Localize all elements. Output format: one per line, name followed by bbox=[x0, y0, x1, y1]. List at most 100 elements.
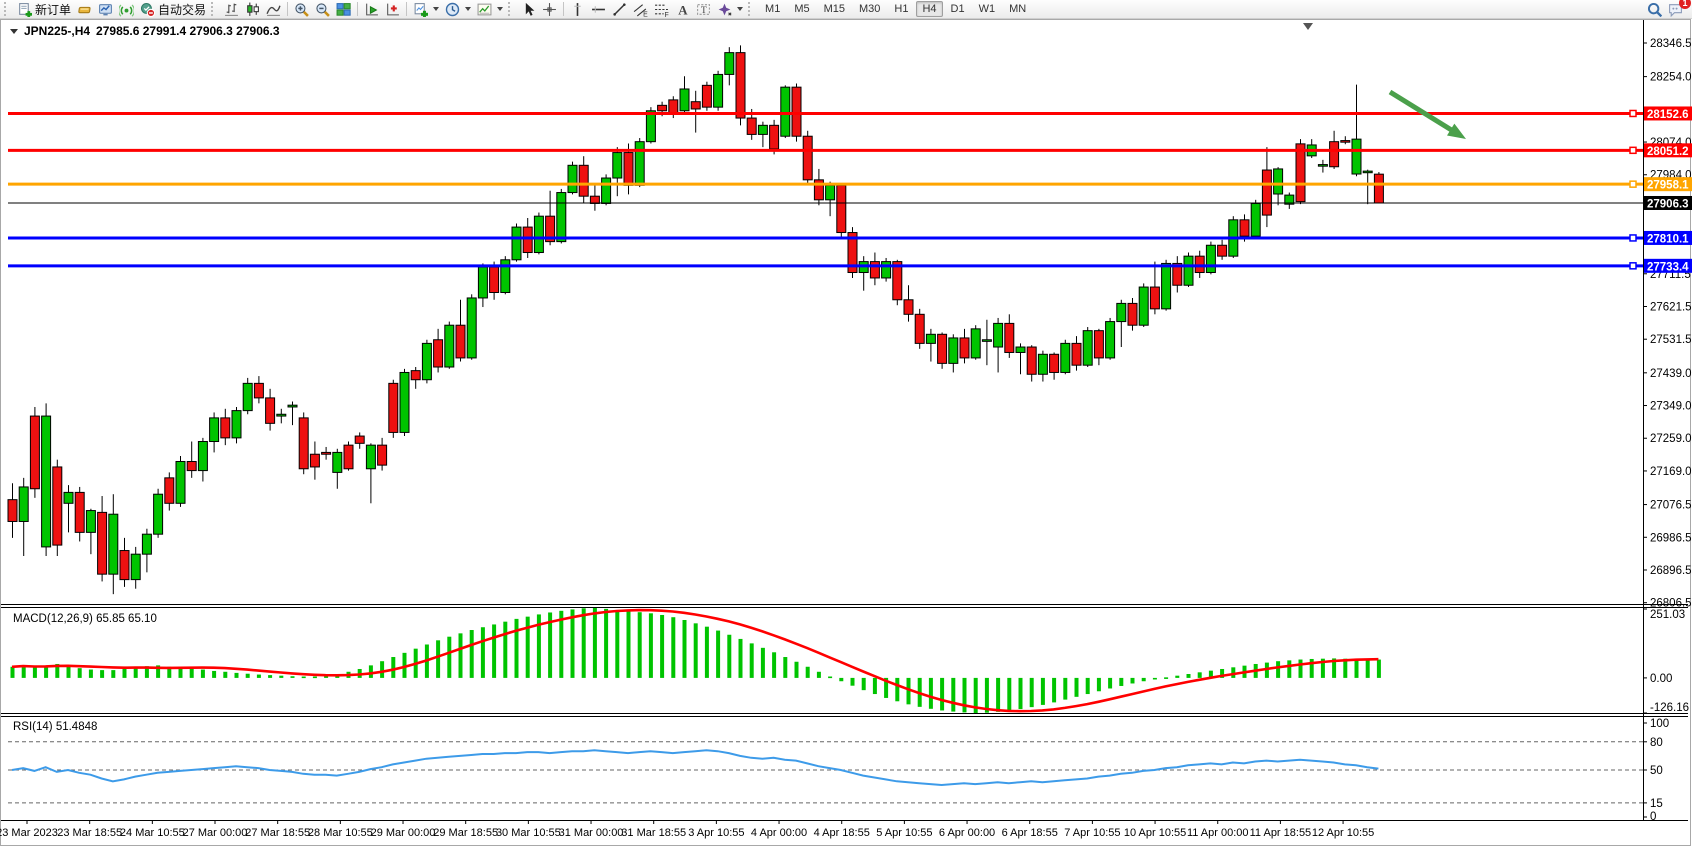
candle bbox=[287, 404, 298, 408]
svg-text:29 Mar 18:55: 29 Mar 18:55 bbox=[433, 827, 498, 839]
candle bbox=[1183, 255, 1194, 286]
toolbar-separator bbox=[357, 2, 359, 16]
candle bbox=[1362, 170, 1373, 174]
dropdown-caret-icon bbox=[433, 7, 440, 11]
timeframe-button-W1[interactable]: W1 bbox=[978, 3, 996, 15]
timeframe-button-M5[interactable]: M5 bbox=[794, 3, 810, 15]
crosshair-button[interactable] bbox=[539, 1, 560, 18]
new-chart-button[interactable] bbox=[410, 1, 442, 18]
svg-text:3 Apr 10:55: 3 Apr 10:55 bbox=[688, 827, 744, 839]
candlestick-icon bbox=[245, 2, 260, 17]
strategy-tester-button[interactable] bbox=[361, 1, 382, 18]
zoom-out-button[interactable] bbox=[312, 1, 333, 18]
toolbar-grip[interactable] bbox=[211, 2, 217, 16]
chart-area[interactable]: 28346.5 28254.0 28074.0 27984.0 27711.5 27621… bbox=[0, 19, 1692, 846]
timeframe-button-M15[interactable]: M15 bbox=[823, 3, 845, 15]
hline-handle bbox=[1629, 146, 1637, 155]
zoom-in-icon bbox=[294, 2, 309, 17]
candle bbox=[1026, 346, 1037, 375]
line-chart-button[interactable] bbox=[263, 1, 284, 18]
vertical-line-button[interactable] bbox=[567, 1, 588, 18]
svg-text:28254.0: 28254.0 bbox=[1650, 72, 1692, 84]
candlestick-chart-button[interactable] bbox=[242, 1, 263, 18]
market-watch-icon bbox=[98, 2, 113, 17]
candle bbox=[645, 110, 656, 143]
candle bbox=[925, 333, 936, 344]
horizontal-line-button[interactable] bbox=[588, 1, 609, 18]
svg-text:10 Apr 10:55: 10 Apr 10:55 bbox=[1124, 827, 1186, 839]
candle bbox=[533, 215, 544, 254]
candle bbox=[433, 339, 444, 368]
candle bbox=[1127, 302, 1138, 326]
candle bbox=[881, 261, 892, 279]
toolbar-grip[interactable] bbox=[4, 2, 10, 16]
svg-text:0: 0 bbox=[1650, 811, 1656, 823]
svg-text:6 Apr 00:00: 6 Apr 00:00 bbox=[939, 827, 995, 839]
periods-button[interactable] bbox=[442, 1, 474, 18]
chart-collapse-icon[interactable] bbox=[10, 28, 18, 34]
timeframe-button-D1[interactable]: D1 bbox=[950, 3, 965, 15]
toolbar-grip[interactable] bbox=[748, 2, 754, 16]
timeframe-button-MN[interactable]: MN bbox=[1009, 3, 1027, 15]
signals-button[interactable] bbox=[116, 1, 137, 18]
candle bbox=[108, 513, 119, 575]
arrows-button[interactable] bbox=[714, 1, 746, 18]
candle bbox=[242, 382, 253, 412]
candle bbox=[1205, 244, 1216, 274]
svg-text:27349.0: 27349.0 bbox=[1650, 401, 1692, 413]
candle bbox=[1037, 353, 1048, 375]
zoom-in-button[interactable] bbox=[291, 1, 312, 18]
bar-chart-button[interactable] bbox=[221, 1, 242, 18]
candle bbox=[1161, 262, 1172, 310]
candle bbox=[981, 339, 992, 342]
tester-visual-button[interactable] bbox=[382, 1, 403, 18]
dropdown-caret-icon bbox=[737, 7, 744, 11]
equidistant-channel-button[interactable]: E bbox=[630, 1, 651, 18]
svg-text:-126.16: -126.16 bbox=[1650, 702, 1689, 714]
candle bbox=[97, 511, 108, 575]
candle bbox=[970, 328, 981, 359]
candle bbox=[175, 460, 186, 504]
new-chart-icon bbox=[413, 2, 429, 17]
price-axis[interactable] bbox=[1643, 19, 1692, 820]
autotrading-button[interactable]: 自动交易 bbox=[137, 1, 209, 18]
fibonacci-button[interactable]: F bbox=[651, 1, 672, 18]
candle bbox=[388, 382, 399, 433]
autotrading-icon bbox=[140, 2, 156, 17]
text-label-button[interactable]: T bbox=[693, 1, 714, 18]
candle bbox=[1273, 168, 1284, 195]
candle bbox=[410, 370, 421, 381]
candle bbox=[679, 88, 690, 112]
dropdown-caret-icon bbox=[497, 7, 504, 11]
trendline-button[interactable] bbox=[609, 1, 630, 18]
candle bbox=[1172, 262, 1183, 286]
time-axis[interactable] bbox=[0, 820, 1643, 846]
svg-text:26896.5: 26896.5 bbox=[1650, 565, 1692, 577]
gold-chart-button[interactable] bbox=[74, 1, 95, 18]
bar-chart-icon bbox=[224, 2, 239, 17]
candle bbox=[343, 444, 354, 470]
profiles-button[interactable] bbox=[474, 1, 506, 18]
candle bbox=[130, 553, 141, 581]
text-button[interactable]: A bbox=[672, 1, 693, 18]
candle bbox=[959, 337, 970, 359]
svg-text:27439.0: 27439.0 bbox=[1650, 368, 1692, 380]
candle bbox=[1284, 194, 1295, 205]
tile-windows-button[interactable] bbox=[333, 1, 354, 18]
toolbar-grip[interactable] bbox=[508, 2, 514, 16]
timeframe-button-H4[interactable]: H4 bbox=[916, 1, 943, 17]
candle bbox=[724, 52, 735, 75]
timeframe-button-H1[interactable]: H1 bbox=[894, 3, 909, 15]
candle bbox=[231, 410, 242, 439]
timeframe-button-M1[interactable]: M1 bbox=[765, 3, 781, 15]
cursor-button[interactable] bbox=[518, 1, 539, 18]
candle bbox=[948, 337, 959, 364]
new-order-button[interactable]: 新订单 bbox=[14, 1, 74, 18]
search-button[interactable] bbox=[1644, 1, 1665, 18]
candle bbox=[937, 333, 948, 364]
chat-button[interactable]: 1 bbox=[1665, 0, 1691, 18]
svg-text:100: 100 bbox=[1650, 718, 1669, 730]
market-watch-button[interactable] bbox=[95, 1, 116, 18]
svg-text:27 Mar 18:55: 27 Mar 18:55 bbox=[245, 827, 310, 839]
timeframe-button-M30[interactable]: M30 bbox=[859, 3, 881, 15]
